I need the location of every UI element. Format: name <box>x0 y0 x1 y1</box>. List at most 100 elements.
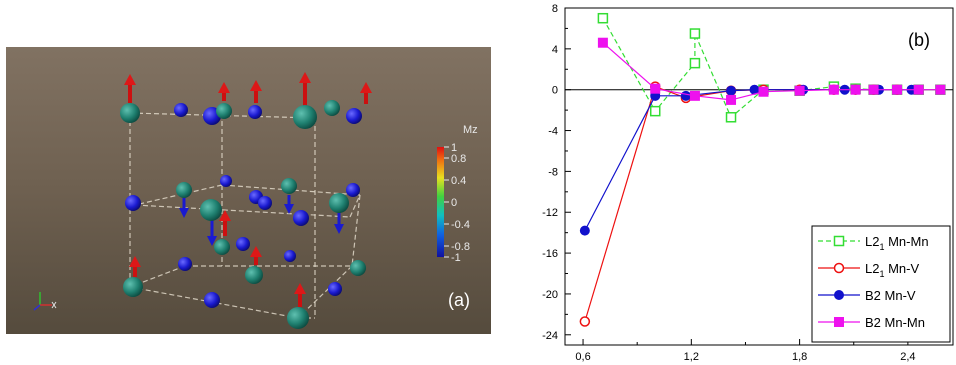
v-atom <box>346 108 362 124</box>
data-point <box>935 84 946 95</box>
mn-atom <box>350 260 366 276</box>
mn-atom <box>216 103 232 119</box>
y-tick-label: 4 <box>552 44 558 56</box>
v-atom <box>204 292 220 308</box>
mn-atom <box>214 239 230 255</box>
spin-up-arrow-head <box>124 74 136 85</box>
mn-atom <box>281 178 297 194</box>
colorbar-tick-label: 0.4 <box>451 175 466 187</box>
data-point <box>834 290 844 300</box>
spin-up-arrow-head <box>250 246 262 257</box>
render-background <box>6 47 491 334</box>
lattice-line <box>134 204 351 218</box>
v-atom <box>328 282 342 296</box>
series-3 <box>597 37 946 105</box>
colorbar <box>437 147 444 257</box>
lattice-line <box>351 194 361 267</box>
lattice-line <box>297 265 353 319</box>
x-tick-label: 0,6 <box>575 351 590 363</box>
y-tick-label: -24 <box>542 330 558 342</box>
mn-atom <box>329 193 349 213</box>
legend-label: B2 Mn-V <box>865 288 916 303</box>
spin-down-arrow-head <box>179 208 189 218</box>
x-axis-ticks: 0,6 1,2 1,8 2,4 <box>575 339 916 363</box>
data-point <box>597 12 609 24</box>
spin-down-arrow-head <box>284 204 294 214</box>
mn-atom <box>123 277 143 297</box>
v-atom <box>174 103 188 117</box>
mn-atom <box>324 100 340 116</box>
data-point <box>794 85 805 96</box>
y-tick-label: 8 <box>552 3 558 15</box>
legend-label: L21 Mn-V <box>865 261 919 279</box>
data-point <box>725 112 737 123</box>
colorbar-title: Mz <box>463 124 478 136</box>
mn-atom <box>293 105 317 129</box>
colorbar-tick-label: 0 <box>451 197 457 209</box>
spin-up-arrow-head <box>129 256 141 267</box>
v-atom <box>220 175 232 187</box>
x-tick-label: 1,8 <box>792 351 807 363</box>
v-atom <box>236 237 250 251</box>
spin-up-arrow-head <box>360 82 372 93</box>
panel-a-label: (a) <box>448 290 470 310</box>
spin-down-arrow-head <box>334 224 344 234</box>
data-point <box>680 90 691 101</box>
spin-up-arrow-head <box>294 283 306 294</box>
y-tick-label: -8 <box>548 166 558 178</box>
y-tick-label: 0 <box>552 85 558 97</box>
data-point <box>913 84 924 95</box>
data-point <box>689 90 700 101</box>
v-atom <box>258 196 272 210</box>
data-point <box>833 235 845 247</box>
legend-label: B2 Mn-Mn <box>865 315 925 330</box>
v-atom <box>293 210 309 226</box>
spin-up-arrow-head <box>299 72 311 83</box>
x-tick-label: 1,2 <box>684 351 699 363</box>
spin-down-arrow-head <box>207 236 217 246</box>
y-tick-label: -4 <box>548 126 558 138</box>
axes-triad-icon <box>33 292 57 311</box>
colorbar-tick-label: -0.8 <box>451 241 470 253</box>
y-tick-label: -12 <box>542 207 558 219</box>
mn-atom <box>120 103 140 123</box>
y-tick-label: -20 <box>542 289 558 301</box>
spin-up-arrow-head <box>250 80 262 91</box>
data-point <box>579 225 590 236</box>
colorbar-tick-label: -1 <box>451 252 461 264</box>
mn-atom <box>245 266 263 284</box>
v-atom <box>284 250 296 262</box>
data-point <box>726 94 737 105</box>
data-point <box>833 262 845 274</box>
data-point <box>850 84 861 95</box>
panel-b-label: (b) <box>908 30 930 50</box>
colorbar-tick-label: 1 <box>451 142 457 154</box>
data-point <box>758 86 769 97</box>
data-point <box>726 85 737 96</box>
series <box>579 12 946 327</box>
y-axis-ticks: 8 4 0 -4 -8 -12 -16 -20 -24 <box>542 3 571 342</box>
data-point <box>868 84 879 95</box>
data-point <box>597 37 608 48</box>
v-atom <box>248 105 262 119</box>
colorbar-ticks: 10.8 0.4 0 -0.4 -0.8-1 <box>444 142 470 264</box>
lattice-line <box>349 194 361 218</box>
v-atom <box>178 257 192 271</box>
spin-up-arrow-head <box>218 82 230 93</box>
data-point <box>892 84 903 95</box>
y-tick-label: -16 <box>542 248 558 260</box>
lattice-line <box>129 286 299 319</box>
data-point <box>828 84 839 95</box>
mn-atom <box>287 307 309 329</box>
data-point <box>650 83 661 94</box>
data-point <box>579 316 591 327</box>
v-atom <box>125 195 141 211</box>
mn-atom <box>200 199 222 221</box>
data-point <box>689 28 701 39</box>
panel-b-chart: 8 4 0 -4 -8 -12 -16 -20 -24 0,6 1,2 1,8 2,4 (b) L21… <box>542 3 954 363</box>
colorbar-tick-label: -0.4 <box>451 219 470 231</box>
x-tick-label: 2,4 <box>900 351 915 363</box>
data-point <box>834 317 844 327</box>
